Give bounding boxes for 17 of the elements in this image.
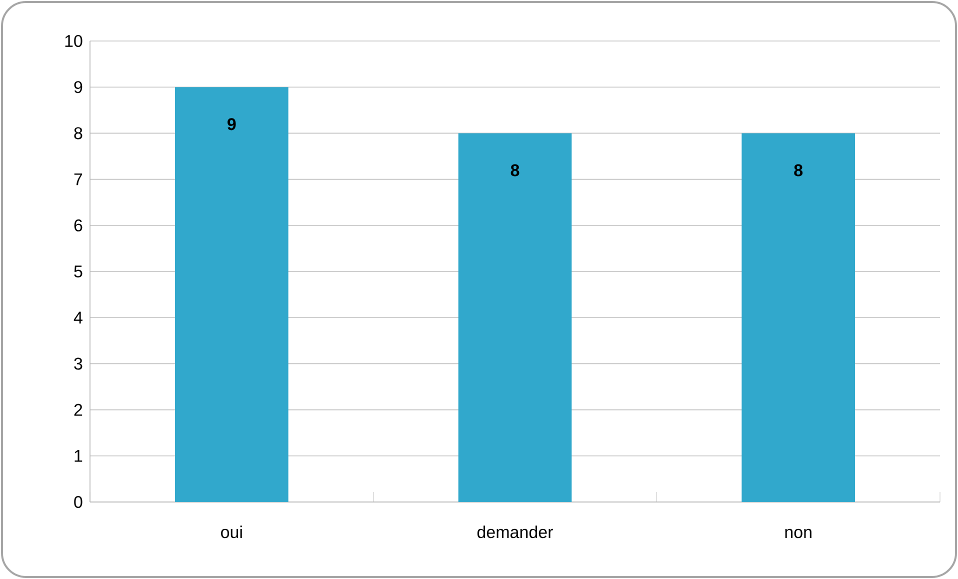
x-tick-label: oui — [221, 526, 242, 538]
y-tick-label: 10 — [65, 34, 82, 48]
y-tick-label: 2 — [74, 404, 82, 416]
y-tick-label: 9 — [74, 81, 82, 94]
y-tick-label: 4 — [74, 312, 82, 324]
y-tick-label: 3 — [74, 358, 82, 370]
y-tick-label: 0 — [74, 496, 82, 508]
y-tick-label: 7 — [74, 173, 82, 186]
y-tick-label: 6 — [74, 219, 82, 232]
data-label: 8 — [510, 164, 520, 176]
y-tick-label: 1 — [74, 450, 82, 462]
y-tick-label: 5 — [74, 266, 82, 278]
data-label: 8 — [794, 164, 803, 176]
x-tick-label: demander — [477, 526, 553, 538]
data-label: 9 — [228, 118, 236, 130]
x-tick-label: non — [785, 528, 812, 538]
y-tick-label: 8 — [74, 127, 82, 140]
